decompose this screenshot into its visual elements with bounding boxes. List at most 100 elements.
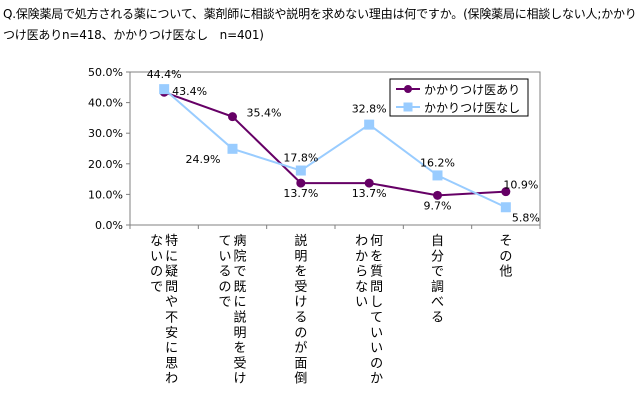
category-label-char: け xyxy=(294,295,307,310)
category-label-char: る xyxy=(431,311,444,326)
data-point xyxy=(364,119,375,130)
category-label-char: 面 xyxy=(294,356,307,371)
category-label-column: ないので xyxy=(150,234,163,295)
data-label: 5.8% xyxy=(512,211,540,224)
category-label-char: 病 xyxy=(233,234,246,249)
category-label-column: その他 xyxy=(499,234,512,280)
category-label-char: べ xyxy=(431,295,444,310)
category-label-char: 倒 xyxy=(294,372,307,387)
data-label: 16.2% xyxy=(420,156,455,169)
category-label-column: 自分で調べる xyxy=(431,234,444,326)
series-lines xyxy=(159,84,511,213)
data-label: 13.7% xyxy=(352,187,387,200)
category-label-char: を xyxy=(233,341,246,356)
category-label-char: 院 xyxy=(233,249,246,264)
data-point xyxy=(500,202,511,213)
data-labels: 43.4% 35.4% 13.7% 13.7% 9.7% 10.9% 44.4% 24.9% 1… xyxy=(147,68,540,224)
category-label-column: 特に疑問や不安に思わ xyxy=(165,234,178,387)
category-label-char: し xyxy=(370,295,383,310)
category-label-char: わ xyxy=(165,372,178,387)
category-label-char: 受 xyxy=(294,280,307,295)
category-label-char: 既 xyxy=(233,280,246,295)
category-label-char: を xyxy=(370,249,383,264)
data-point xyxy=(432,170,443,181)
category-label-column: 何を質問していいのか xyxy=(370,233,383,387)
category-label-char: や xyxy=(165,295,178,310)
data-label: 43.4% xyxy=(172,85,207,98)
category-label-char: 質 xyxy=(370,265,383,280)
y-tick-label: 20.0% xyxy=(88,158,123,171)
category-label-char: る xyxy=(294,311,307,326)
category-label-char: い xyxy=(150,249,163,264)
y-tick-label: 0.0% xyxy=(95,219,123,232)
data-point xyxy=(296,178,306,188)
data-point xyxy=(364,178,374,188)
category-label-char: 調 xyxy=(431,280,444,295)
category-label-char: 分 xyxy=(431,249,444,264)
category-label-char: 明 xyxy=(294,249,307,264)
category-label-char: に xyxy=(233,295,246,310)
category-label-char: そ xyxy=(499,234,512,249)
data-label: 10.9% xyxy=(503,179,538,192)
y-tick-label: 30.0% xyxy=(88,127,123,140)
category-label-char: い xyxy=(218,249,231,264)
category-label-char: 思 xyxy=(165,356,178,371)
category-labels: 特に疑問や不安に思わないので病院で既に説明を受けているので説明を受けるのが面倒何… xyxy=(150,233,512,387)
category-label-char: 安 xyxy=(165,326,178,341)
category-label-char: い xyxy=(370,326,383,341)
data-label: 13.7% xyxy=(283,187,318,200)
category-label-char: 他 xyxy=(499,265,512,280)
series-line-1 xyxy=(163,88,507,209)
category-label-char: に xyxy=(165,341,178,356)
data-label: 44.4% xyxy=(147,68,182,81)
data-point xyxy=(501,187,511,197)
category-label-char: 不 xyxy=(165,311,178,326)
category-label-char: が xyxy=(294,341,307,356)
category-label-char: て xyxy=(370,311,383,326)
data-label: 17.8% xyxy=(283,152,318,165)
legend-label-ari: かかりつけ医あり xyxy=(424,83,520,97)
category-label-char: か xyxy=(355,249,368,264)
category-label-char: 受 xyxy=(233,356,246,371)
category-label-char: 特 xyxy=(165,234,178,249)
category-label-char: 問 xyxy=(370,280,383,295)
legend-marker-nashi xyxy=(403,102,413,112)
y-tick-label: 10.0% xyxy=(88,188,123,201)
category-label-char: で xyxy=(233,265,246,280)
category-label-char: て xyxy=(218,234,231,249)
axes: 50.0% 40.0% 30.0% 20.0% 10.0% 0.0% xyxy=(88,66,541,232)
y-tick-label: 50.0% xyxy=(88,66,123,79)
data-label: 9.7% xyxy=(424,199,452,212)
category-label-char: い xyxy=(355,295,368,310)
category-label-char: 疑 xyxy=(165,264,178,280)
data-point xyxy=(295,165,306,176)
legend-box xyxy=(389,78,529,117)
category-label-char: の xyxy=(370,356,383,371)
category-label-char: 説 xyxy=(233,310,246,326)
data-label: 35.4% xyxy=(247,107,282,120)
category-label-char: ら xyxy=(355,265,368,280)
category-label-column: ているので xyxy=(218,234,231,310)
category-label-char: わ xyxy=(355,234,368,249)
legend-label-nashi: かかりつけ医なし xyxy=(424,101,520,115)
data-label: 32.8% xyxy=(352,103,387,116)
legend-marker-ari xyxy=(404,85,412,93)
category-label-char: で xyxy=(218,295,231,310)
category-label-char: を xyxy=(294,265,307,280)
y-tick-label: 40.0% xyxy=(88,97,123,110)
category-label-char: な xyxy=(355,280,368,295)
category-label-column: 説明を受けるのが面倒 xyxy=(294,233,307,387)
data-point xyxy=(228,112,237,122)
category-label-char: い xyxy=(370,341,383,356)
category-label-char: か xyxy=(370,372,383,387)
category-label-char: で xyxy=(150,280,163,295)
series-line-0 xyxy=(163,91,506,197)
category-label-char: に xyxy=(165,249,178,264)
category-label-char: の xyxy=(499,249,512,264)
data-point xyxy=(433,190,442,200)
category-label-char: な xyxy=(150,234,163,249)
category-label-char: の xyxy=(218,280,231,295)
question-text: Q.保険薬局で処方される薬について、薬剤師に相談や説明を求めない理由は何ですか。… xyxy=(3,7,637,42)
category-label-char: る xyxy=(218,265,231,280)
